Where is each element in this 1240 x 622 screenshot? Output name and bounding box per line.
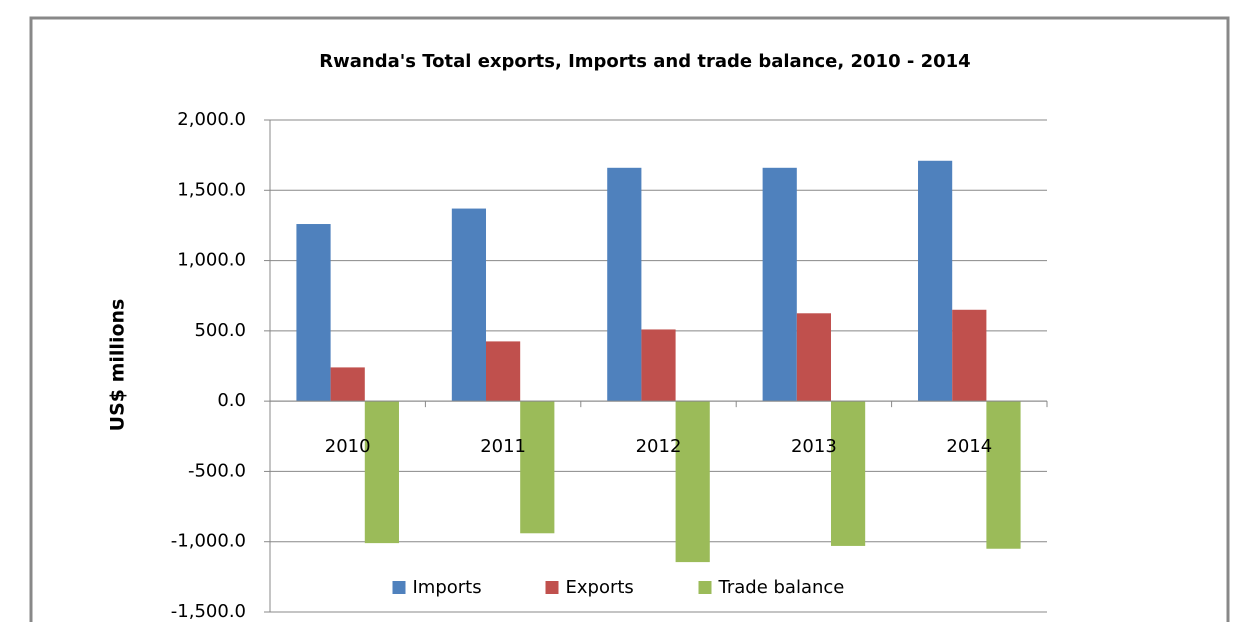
legend-swatch (698, 581, 712, 594)
y-tick-label: -1,500.0 (171, 601, 246, 622)
bar (486, 341, 521, 402)
bar (364, 401, 399, 544)
y-tick-label: 1,000.0 (177, 250, 246, 271)
x-tick-label: 2011 (480, 436, 526, 457)
x-tick-label: 2012 (636, 436, 682, 457)
chart-title: Rwanda's Total exports, Imports and trad… (319, 51, 970, 72)
bar (330, 367, 365, 402)
y-axis-title: US$ millions (107, 299, 129, 432)
y-tick-label: 500.0 (194, 320, 246, 341)
x-tick-label: 2010 (325, 436, 371, 457)
bar (918, 160, 953, 402)
y-tick-label: 1,500.0 (177, 179, 246, 200)
bar (986, 401, 1021, 549)
legend-swatch (392, 581, 406, 594)
bar (451, 208, 487, 402)
bar (520, 401, 555, 534)
bar (675, 401, 710, 563)
legend-swatch (545, 581, 559, 594)
x-tick-label: 2014 (946, 436, 992, 457)
bar (796, 313, 831, 402)
bar (607, 167, 642, 402)
y-tick-label: 0.0 (217, 390, 246, 411)
legend-label: Trade balance (718, 577, 845, 598)
bar (296, 224, 331, 402)
x-tick-label: 2013 (791, 436, 837, 457)
legend-label: Imports (413, 577, 482, 598)
bar (641, 329, 676, 402)
legend-label: Exports (566, 577, 634, 598)
bar (830, 401, 866, 546)
y-tick-label: -500.0 (188, 460, 246, 481)
chart-frame (29, 16, 1230, 622)
y-tick-label: -1,000.0 (171, 531, 246, 552)
bar (952, 309, 987, 402)
y-tick-label: 2,000.0 (177, 109, 246, 130)
bar (762, 167, 797, 402)
